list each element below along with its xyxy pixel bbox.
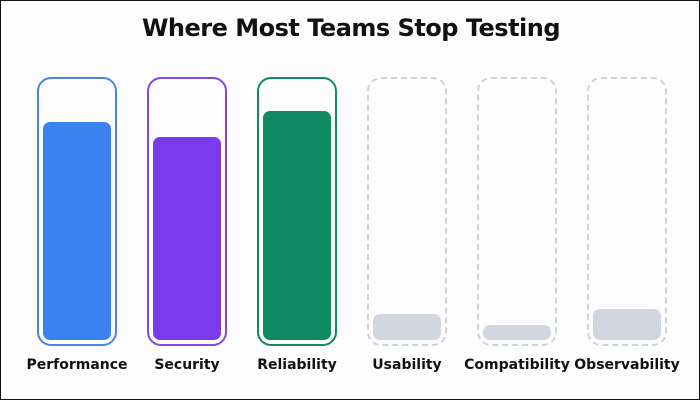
bar-container: [477, 77, 557, 346]
bar-fill: [593, 309, 661, 340]
bar-label: Security: [154, 357, 220, 373]
bar-container: [587, 77, 667, 346]
bar-fill: [153, 137, 221, 340]
bar-label: Usability: [372, 357, 442, 373]
bar-label: Observability: [574, 357, 680, 373]
bar-label: Performance: [26, 357, 128, 373]
chart-title: Where Most Teams Stop Testing: [141, 14, 561, 42]
bar-container: [147, 77, 227, 346]
bar-label: Compatibility: [464, 357, 570, 373]
bar-label: Reliability: [257, 357, 337, 373]
bar-container: [37, 77, 117, 346]
bar-fill: [483, 325, 551, 340]
bar-fill: [373, 314, 441, 340]
bar-container: [367, 77, 447, 346]
bar-fill: [43, 122, 111, 340]
bar-container: [257, 77, 337, 346]
bar-fill: [263, 111, 331, 340]
